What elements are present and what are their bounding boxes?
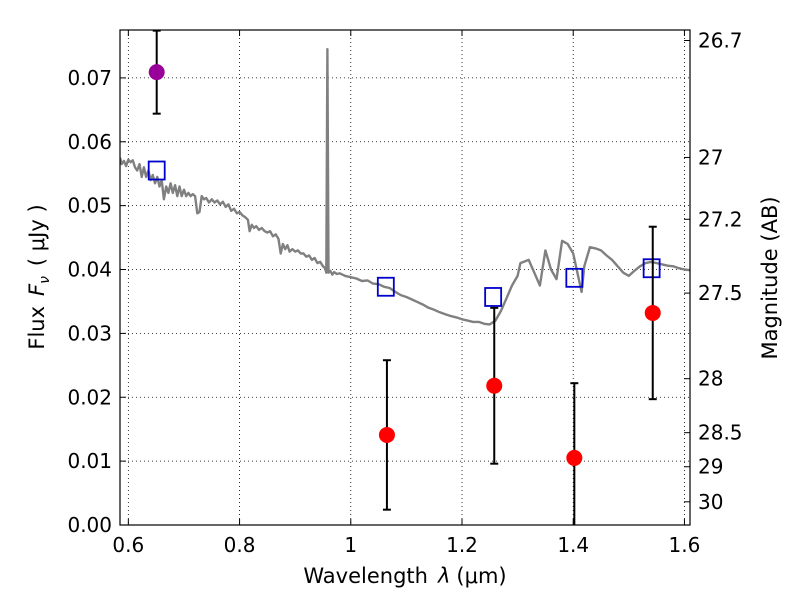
model-square-marker — [376, 276, 395, 297]
model-square-marker — [642, 258, 661, 279]
y-axis-label: FluxFν( μJy ) — [25, 204, 53, 349]
x-tick-label: 0.6 — [112, 533, 144, 557]
axes: 0.6 0.8 1 1.2 1.4 1.6 0.00 0.01 0.02 0.03 0.04 0.05… — [67, 28, 742, 557]
x-tick-label: 0.8 — [224, 533, 256, 557]
model-square-marker — [147, 160, 166, 181]
x-axis-label: Wavelength λ (μm) — [303, 564, 506, 588]
observed-point — [566, 449, 583, 466]
x-tick-label: 1.6 — [669, 533, 701, 557]
mag-tick-label: 27.2 — [698, 207, 743, 231]
x-tick-label: 1.4 — [557, 533, 589, 557]
observed-point — [148, 64, 165, 81]
mag-tick-label: 28.5 — [698, 421, 743, 445]
mag-tick-label: 28 — [698, 367, 723, 391]
observed-point — [644, 304, 661, 321]
mag-tick-label: 27.5 — [698, 281, 743, 305]
y-tick-label: 0.04 — [67, 258, 112, 282]
x-tick-label: 1.2 — [446, 533, 478, 557]
mag-tick-label: 30 — [698, 490, 723, 514]
y-tick-label: 0.00 — [67, 513, 112, 537]
right-axis-label: Magnitude (AB) — [758, 196, 782, 359]
observed-point — [378, 426, 395, 443]
y-tick-label: 0.01 — [67, 449, 112, 473]
plot-frame — [119, 29, 691, 526]
mag-tick-label: 29 — [698, 455, 723, 479]
model-square-marker — [484, 287, 503, 307]
model-square-marker — [565, 267, 584, 288]
grid — [120, 30, 690, 526]
series-layer — [120, 29, 690, 525]
mag-tick-label: 27 — [698, 145, 723, 169]
y-tick-label: 0.06 — [67, 130, 112, 154]
y-tick-label: 0.07 — [67, 66, 112, 90]
y-tick-label: 0.03 — [67, 321, 112, 345]
observed-point — [486, 377, 503, 394]
x-tick-label: 1 — [344, 533, 357, 557]
mag-tick-label: 26.7 — [698, 28, 743, 52]
y-tick-label: 0.02 — [67, 385, 112, 409]
y-tick-label: 0.05 — [67, 194, 112, 218]
sed-line — [120, 48, 690, 326]
